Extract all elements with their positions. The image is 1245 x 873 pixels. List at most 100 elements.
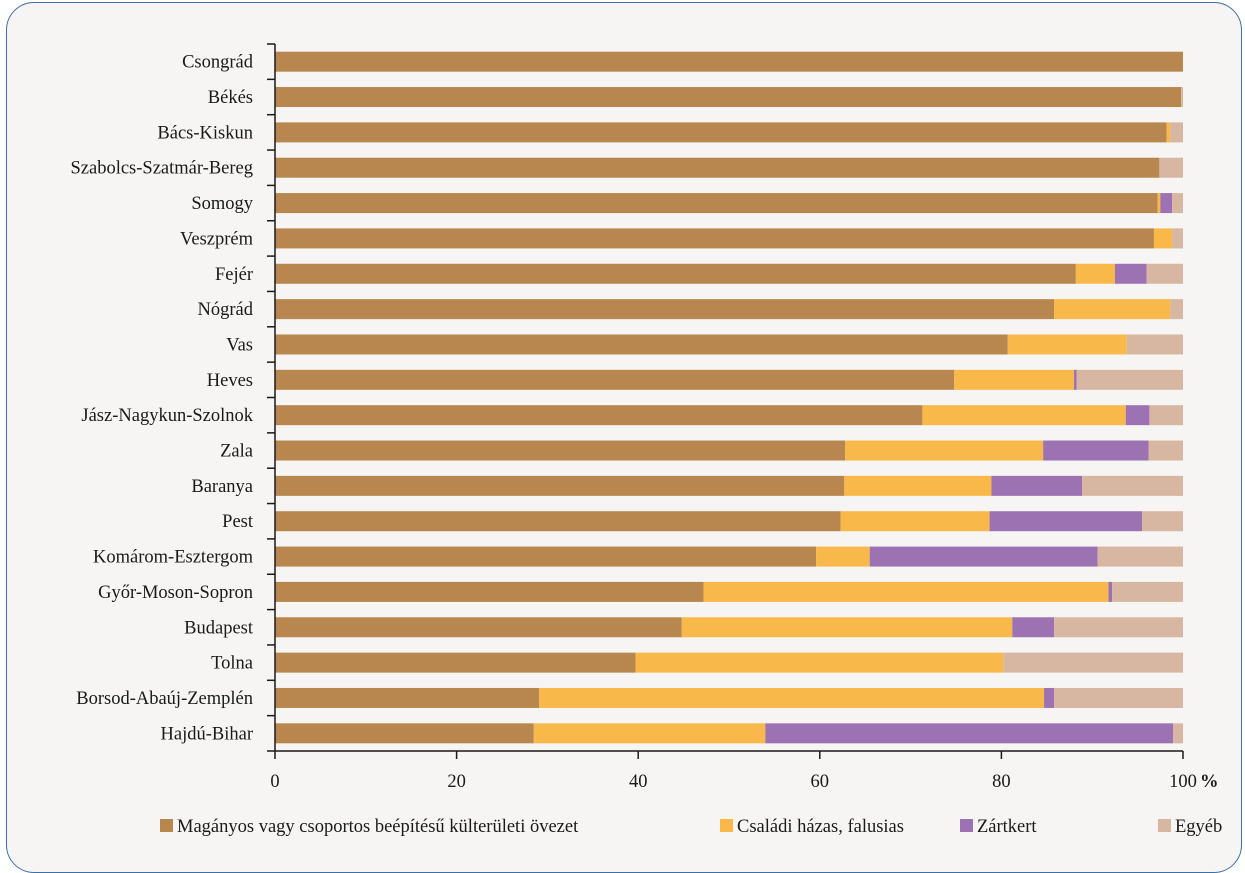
bar-segment-1-row-13 xyxy=(275,475,845,496)
category-label: Csongrád xyxy=(182,53,254,73)
bar-segment-3-row-15 xyxy=(869,546,1098,567)
bar-segment-1-row-8 xyxy=(275,299,1055,320)
x-tick-label: 40 xyxy=(629,772,648,792)
bar-segment-3-row-10 xyxy=(1074,369,1077,390)
category-label: Baranya xyxy=(191,477,253,497)
bar-segment-1-row-10 xyxy=(275,369,955,390)
category-labels: Csongrád Békés Bács-Kiskun Szabolcs-Szatmár… xyxy=(71,53,254,745)
bar-segment-4-row-2 xyxy=(1181,87,1183,108)
bar-segment-3-row-19 xyxy=(1044,687,1055,708)
bar-segment-4-row-10 xyxy=(1076,369,1183,390)
bar-segment-4-row-3 xyxy=(1170,122,1183,143)
x-tick-label: 100 xyxy=(1169,772,1197,792)
x-tick-label: 60 xyxy=(811,772,830,792)
category-label: Tolna xyxy=(211,654,253,674)
category-label: Bács-Kiskun xyxy=(157,123,253,143)
category-label: Budapest xyxy=(184,618,254,638)
bar-segment-3-row-11 xyxy=(1125,405,1150,426)
bar-segment-1-row-18 xyxy=(275,652,636,673)
bars-layer xyxy=(275,51,1183,744)
bar-segment-4-row-12 xyxy=(1148,440,1183,461)
bar-segment-2-row-17 xyxy=(681,617,1013,638)
legend-swatch-2 xyxy=(720,819,733,832)
bar-segment-2-row-7 xyxy=(1075,263,1115,284)
bar-segment-1-row-12 xyxy=(275,440,846,461)
category-label: Borsod-Abaúj-Zemplén xyxy=(76,689,253,709)
bar-segment-3-row-16 xyxy=(1108,581,1113,602)
category-label: Fejér xyxy=(215,265,253,285)
legend-swatch-4 xyxy=(1158,819,1171,832)
bar-segment-1-row-19 xyxy=(275,687,540,708)
legend-label-2: Családi házas, falusias xyxy=(737,817,904,837)
bar-segment-3-row-14 xyxy=(989,511,1143,532)
x-tick-label: 0 xyxy=(270,772,279,792)
bar-segment-4-row-4 xyxy=(1159,157,1183,178)
bar-segment-4-row-18 xyxy=(1003,652,1183,673)
bar-segment-1-row-3 xyxy=(275,122,1167,143)
bar-segment-3-row-5 xyxy=(1160,193,1173,214)
bar-segment-2-row-11 xyxy=(922,405,1126,426)
bar-segment-1-row-17 xyxy=(275,617,682,638)
x-tick-label: 80 xyxy=(992,772,1011,792)
category-label: Hajdú-Bihar xyxy=(161,724,253,744)
bar-segment-3-row-7 xyxy=(1114,263,1147,284)
bar-segment-2-row-12 xyxy=(845,440,1044,461)
bar-segment-1-row-4 xyxy=(275,157,1160,178)
bar-segment-3-row-12 xyxy=(1043,440,1149,461)
bar-segment-2-row-19 xyxy=(539,687,1045,708)
category-label: Győr-Moson-Sopron xyxy=(98,583,253,603)
bar-segment-1-row-15 xyxy=(275,546,817,567)
bar-segment-2-row-16 xyxy=(703,581,1109,602)
bar-segment-1-row-11 xyxy=(275,405,923,426)
bar-segment-1-row-6 xyxy=(275,228,1154,249)
bar-segment-4-row-14 xyxy=(1142,511,1183,532)
bar-segment-2-row-13 xyxy=(844,475,992,496)
bar-segment-2-row-5 xyxy=(1157,193,1161,214)
bar-segment-1-row-5 xyxy=(275,193,1158,214)
bar-segment-1-row-9 xyxy=(275,334,1008,355)
category-label: Békés xyxy=(208,88,253,108)
bar-segment-2-row-3 xyxy=(1166,122,1171,143)
bar-segment-4-row-17 xyxy=(1054,617,1183,638)
bar-segment-4-row-13 xyxy=(1082,475,1183,496)
bar-segment-1-row-16 xyxy=(275,581,704,602)
bar-segment-2-row-9 xyxy=(1007,334,1127,355)
bar-segment-2-row-14 xyxy=(840,511,990,532)
bar-segment-1-row-7 xyxy=(275,263,1076,284)
category-label: Komárom-Esztergom xyxy=(93,548,254,568)
bar-segment-4-row-5 xyxy=(1172,193,1183,214)
category-label: Veszprém xyxy=(180,229,254,249)
legend: Magányos vagy csoportos beépítésű külter… xyxy=(160,817,1222,837)
bar-segment-1-row-14 xyxy=(275,511,841,532)
category-label: Heves xyxy=(207,371,253,391)
category-label: Somogy xyxy=(191,194,253,214)
bar-segment-3-row-13 xyxy=(991,475,1083,496)
bar-segment-1-row-1 xyxy=(275,51,1183,72)
category-label: Nógrád xyxy=(198,300,254,320)
legend-swatch-1 xyxy=(160,819,173,832)
bar-segment-4-row-11 xyxy=(1149,405,1183,426)
bar-segment-2-row-18 xyxy=(635,652,1004,673)
category-label: Jász-Nagykun-Szolnok xyxy=(81,406,253,426)
bar-segment-4-row-15 xyxy=(1097,546,1183,567)
category-label: Pest xyxy=(222,512,254,532)
bar-segment-1-row-2 xyxy=(275,87,1182,108)
x-unit-label: % xyxy=(1200,772,1219,792)
legend-label-3: Zártkert xyxy=(977,817,1037,837)
x-tick-labels: 0 20 40 60 80 100 xyxy=(270,772,1197,792)
bar-segment-4-row-8 xyxy=(1170,299,1183,320)
bar-segment-4-row-19 xyxy=(1054,687,1183,708)
bar-segment-3-row-17 xyxy=(1012,617,1055,638)
legend-label-1: Magányos vagy csoportos beépítésű külter… xyxy=(177,817,579,837)
bar-segment-2-row-10 xyxy=(954,369,1075,390)
bar-segment-4-row-20 xyxy=(1173,723,1183,744)
bar-segment-2-row-15 xyxy=(816,546,870,567)
category-label: Vas xyxy=(226,335,253,355)
x-tick-label: 20 xyxy=(447,772,466,792)
bar-segment-4-row-7 xyxy=(1146,263,1183,284)
bar-segment-2-row-8 xyxy=(1054,299,1171,320)
bar-segment-1-row-20 xyxy=(275,723,534,744)
bar-segment-2-row-6 xyxy=(1153,228,1173,249)
bar-segment-2-row-20 xyxy=(533,723,766,744)
